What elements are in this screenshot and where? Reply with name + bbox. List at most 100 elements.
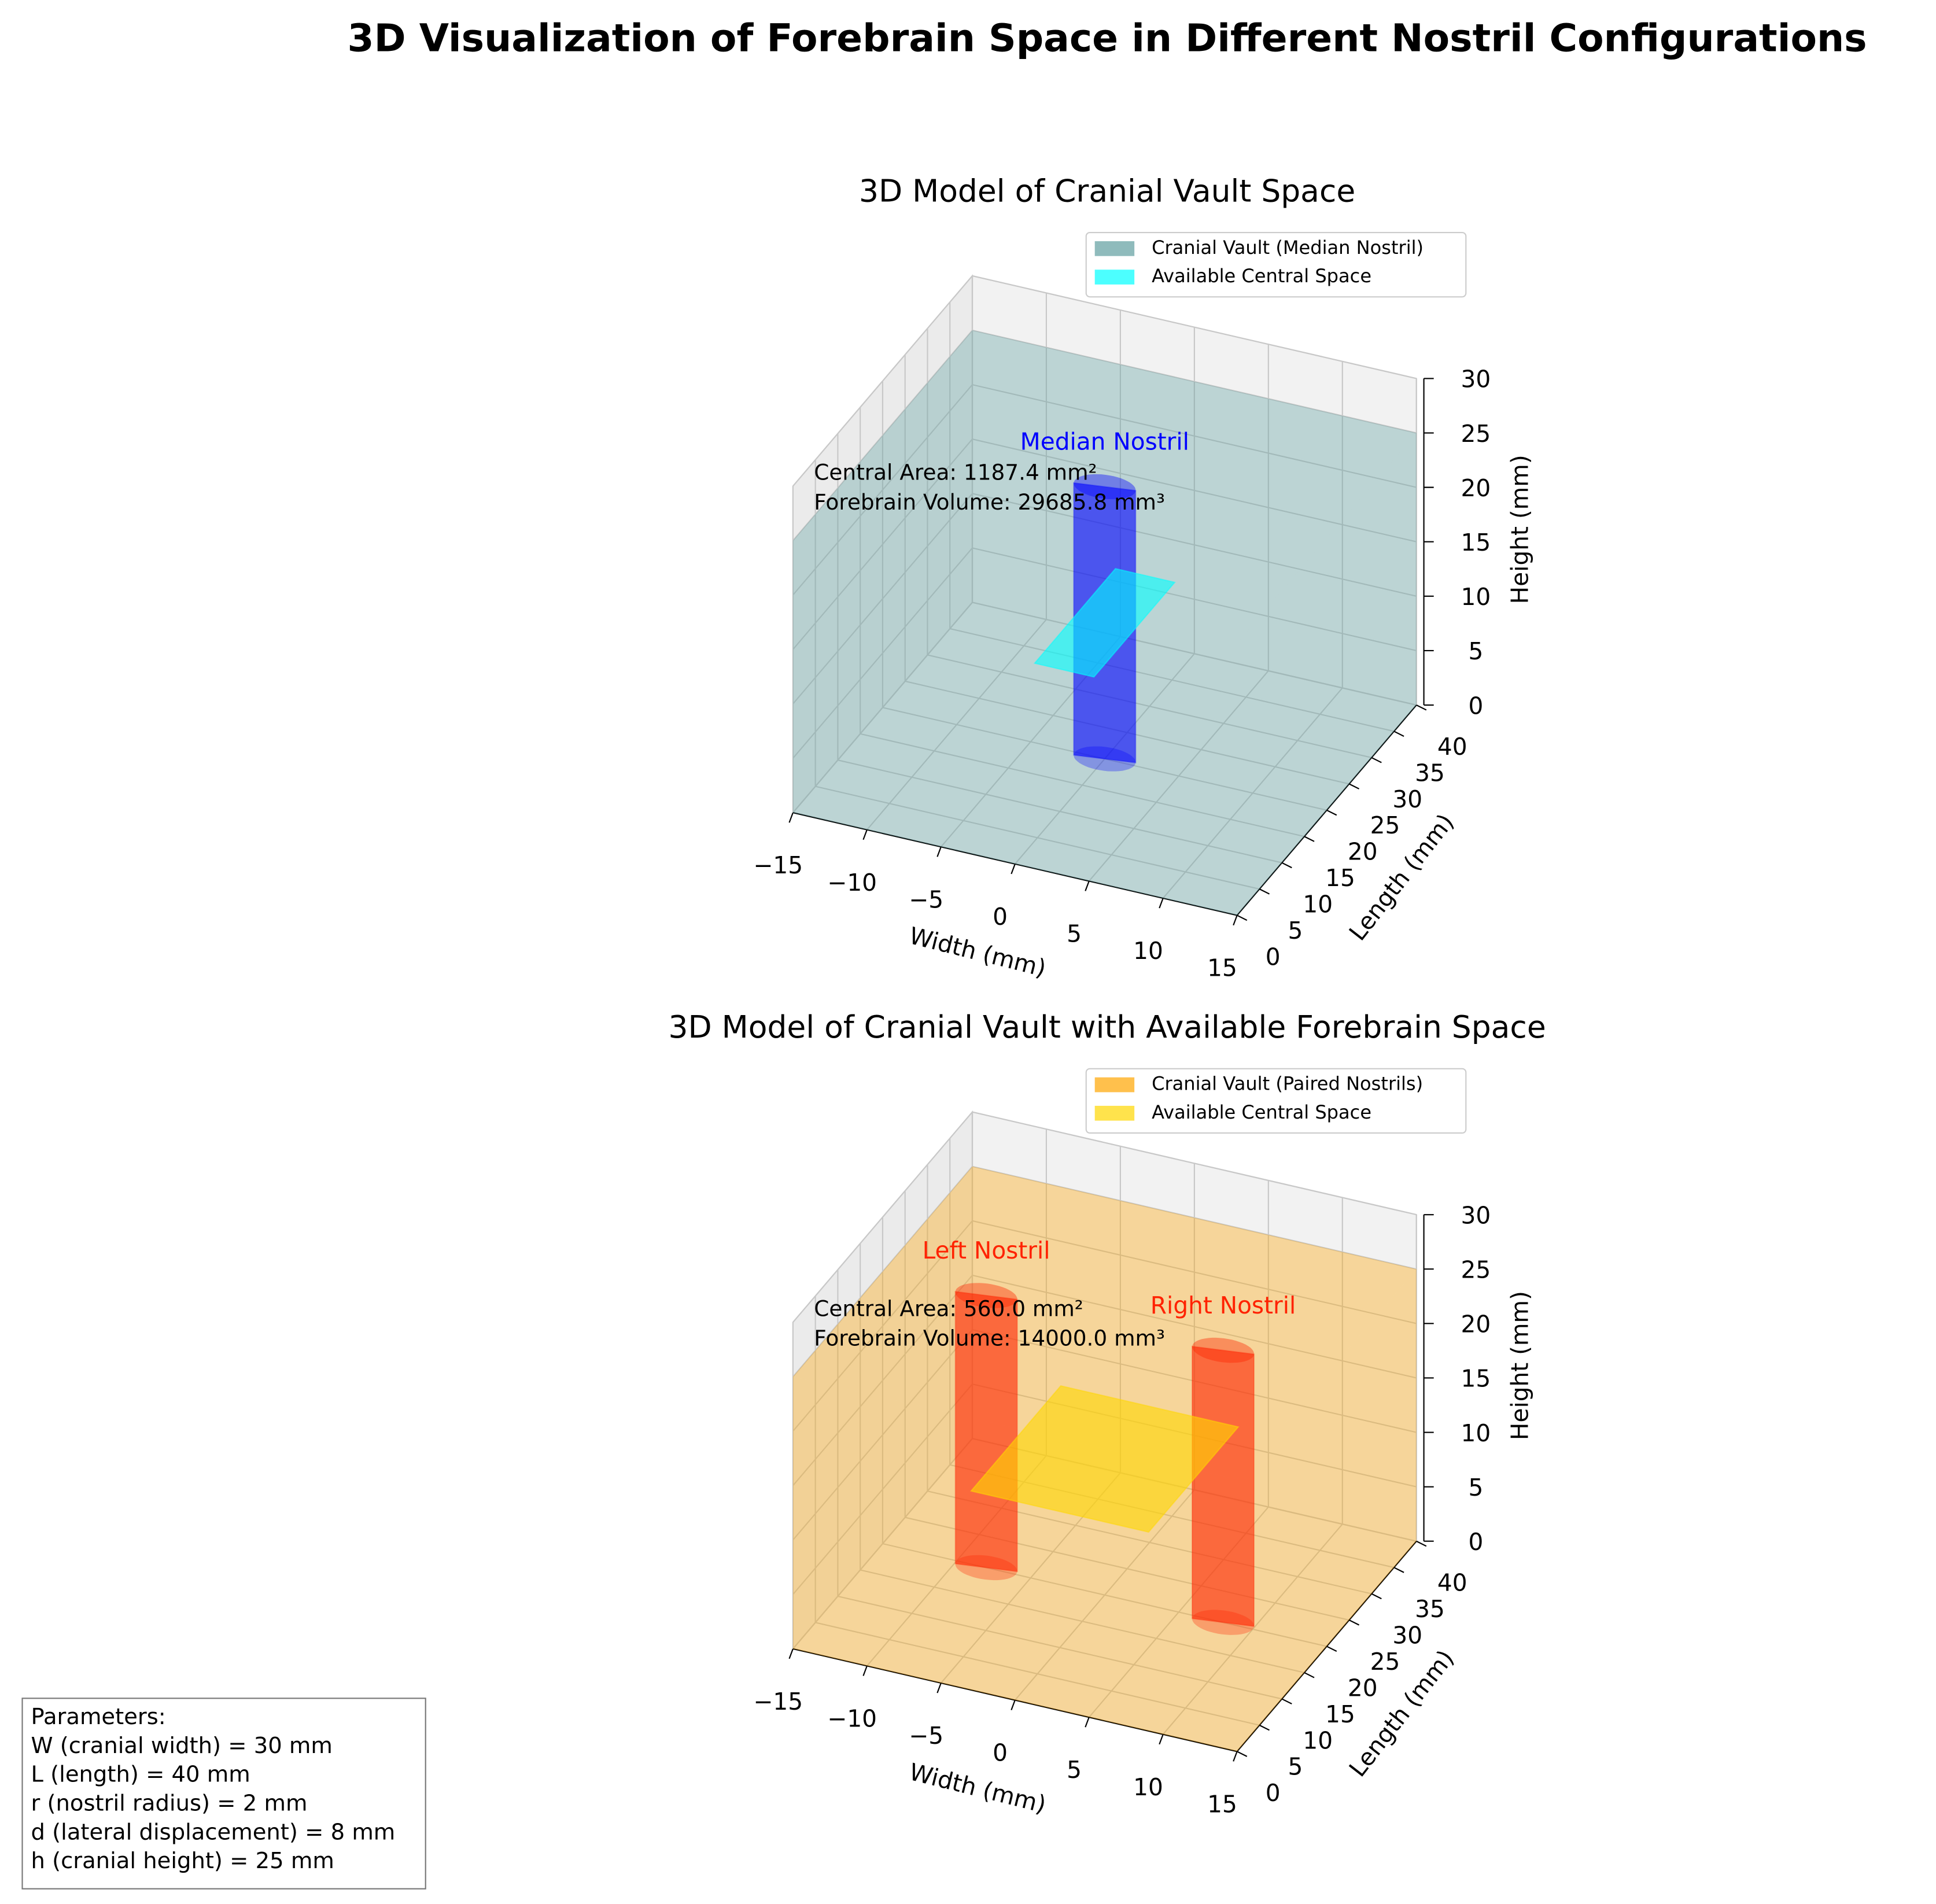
y-tick-label: 15 <box>1325 1700 1355 1728</box>
nostril-body <box>954 1290 1018 1573</box>
grid-line <box>792 493 973 704</box>
parameter-line: W (cranial width) = 30 mm <box>31 1733 332 1759</box>
legend-label: Available Central Space <box>1152 265 1371 287</box>
y-tick <box>1348 783 1360 789</box>
parameters-box <box>21 1698 426 1890</box>
y-tick-label: 5 <box>1288 1753 1303 1781</box>
y-tick <box>1393 1567 1404 1573</box>
parameter-line: h (cranial height) = 25 mm <box>31 1848 334 1874</box>
central-space <box>1033 567 1176 678</box>
z-tick-label: 15 <box>1461 1365 1491 1393</box>
x-tick <box>936 846 942 857</box>
x-tick-label: 5 <box>1067 920 1082 948</box>
x-tick <box>862 1666 868 1676</box>
grid-line <box>838 1595 1282 1700</box>
grid-line <box>815 1622 1260 1726</box>
grid-line <box>972 1274 1417 1379</box>
legend-box <box>1085 1068 1467 1134</box>
vault-floor-face <box>792 1438 1417 1752</box>
y-tick <box>1259 1724 1270 1731</box>
x-tick-label: −10 <box>827 869 877 896</box>
grid-line <box>972 1220 1417 1324</box>
y-tick-label: 5 <box>1288 917 1303 944</box>
y-tick-label: 40 <box>1437 1569 1467 1597</box>
vault-left-face <box>792 330 972 813</box>
y-tick-label: 20 <box>1348 1674 1378 1702</box>
nostril-bottom <box>1074 746 1136 772</box>
y-tick-label: 10 <box>1303 891 1333 918</box>
parameter-line: r (nostril radius) = 2 mm <box>31 1791 307 1817</box>
z-tick-label: 10 <box>1461 583 1491 611</box>
grid-line <box>792 1329 973 1541</box>
x-tick <box>1159 898 1164 909</box>
nostril-bottom <box>1192 1610 1254 1635</box>
x-tick-label: −5 <box>909 1722 943 1750</box>
grid-line <box>792 384 973 596</box>
x-axis-label: Width (mm) <box>906 921 1049 982</box>
annotation: Forebrain Volume: 14000.0 mm³ <box>814 1326 1165 1351</box>
grid-line <box>949 628 1395 732</box>
chart-title: 3D Model of Cranial Vault with Available… <box>668 1009 1546 1045</box>
x-tick-label: 10 <box>1133 1773 1163 1801</box>
y-axis <box>1236 704 1417 916</box>
grid-line <box>792 602 973 813</box>
nostril-label: Median Nostril <box>1020 428 1189 456</box>
y-tick-label: 25 <box>1370 811 1400 839</box>
y-tick <box>1326 1645 1337 1652</box>
x-tick <box>788 1648 794 1659</box>
y-axis <box>1236 1541 1417 1752</box>
z-tick-label: 20 <box>1461 474 1491 502</box>
vault-right-face <box>1237 433 1417 916</box>
nostril-top <box>955 1283 1017 1308</box>
grid-line <box>792 330 973 541</box>
z-tick-label: 25 <box>1461 420 1491 448</box>
vault-floor-face <box>792 602 1417 916</box>
grid-line <box>838 759 1282 864</box>
y-tick-label: 25 <box>1370 1648 1400 1676</box>
figure-title: 3D Visualization of Forebrain Space in D… <box>348 16 1867 61</box>
grid-line <box>972 438 1417 543</box>
grid-line <box>792 1111 973 1323</box>
nostril-body <box>1191 1345 1255 1628</box>
y-tick <box>1326 809 1337 816</box>
grid-line <box>792 1275 973 1486</box>
legend-label: Cranial Vault (Median Nostril) <box>1152 237 1424 259</box>
z-tick-label: 30 <box>1461 366 1491 393</box>
legend-box <box>1085 231 1467 298</box>
z-tick-label: 0 <box>1468 692 1483 719</box>
grid-line <box>792 1438 973 1650</box>
nostril-top <box>1074 474 1136 500</box>
x-tick <box>1233 915 1238 926</box>
y-axis-label: Length (mm) <box>1344 1645 1459 1783</box>
nostril-top <box>1192 1337 1254 1363</box>
grid-line <box>972 329 1417 434</box>
x-tick <box>788 812 794 823</box>
z-tick-label: 10 <box>1461 1419 1491 1447</box>
z-axis-label: Height (mm) <box>1506 1291 1534 1440</box>
y-tick-label: 0 <box>1266 1779 1281 1807</box>
y-tick <box>1304 836 1315 842</box>
y-tick-label: 15 <box>1325 864 1355 892</box>
y-tick-label: 0 <box>1266 943 1281 971</box>
vault-right-face <box>1237 1269 1417 1752</box>
y-tick-label: 20 <box>1348 838 1378 866</box>
x-tick-label: 15 <box>1207 1790 1237 1818</box>
z-axis-label: Height (mm) <box>1506 455 1534 604</box>
grid-line <box>860 1569 1305 1674</box>
legend-swatch <box>1094 270 1135 285</box>
parameters-title: Parameters: <box>31 1704 165 1730</box>
grid-line <box>792 1383 973 1595</box>
chart-title: 3D Model of Cranial Vault Space <box>859 172 1355 209</box>
y-tick <box>1348 1619 1360 1626</box>
x-tick-label: −15 <box>753 851 803 879</box>
x-axis-label: Width (mm) <box>906 1758 1049 1818</box>
grid-line <box>792 438 973 650</box>
x-tick-label: 0 <box>993 1739 1008 1767</box>
parameter-line: L (length) = 40 mm <box>31 1762 250 1788</box>
x-axis <box>792 1648 1237 1752</box>
x-tick <box>1233 1751 1238 1762</box>
y-tick <box>1416 1540 1427 1547</box>
vault-left-face <box>792 1166 972 1649</box>
y-tick <box>1259 888 1270 895</box>
